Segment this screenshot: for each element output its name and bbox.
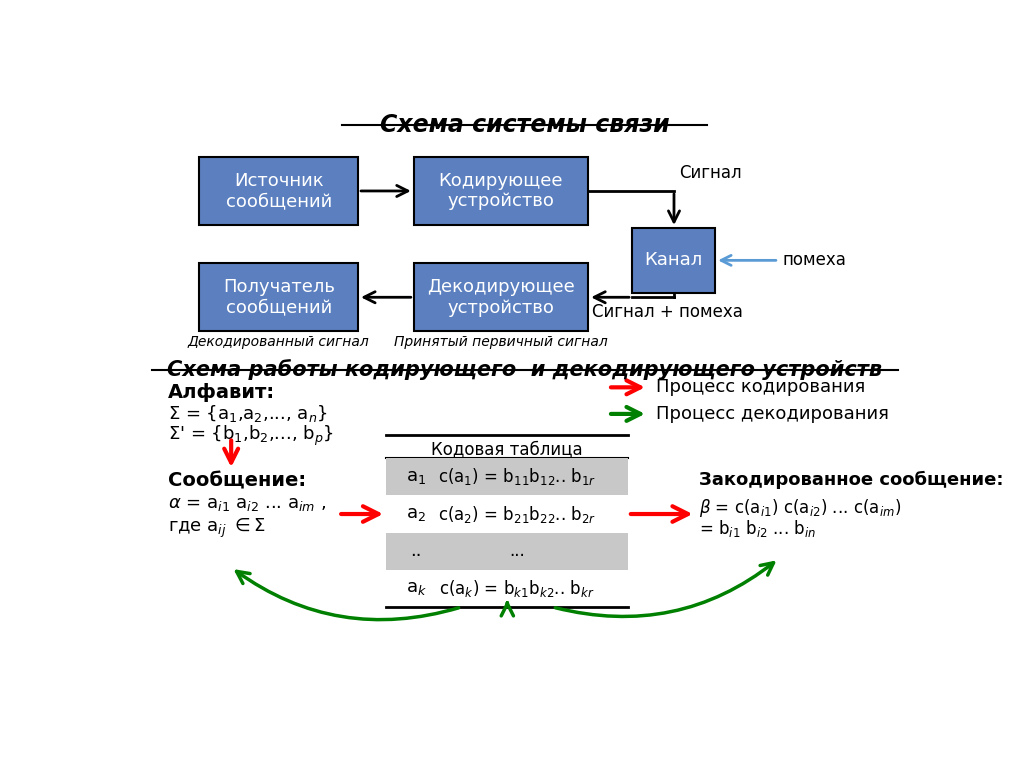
Text: ..: .. <box>411 542 422 560</box>
FancyArrowPatch shape <box>501 603 513 616</box>
Text: Процесс декодирования: Процесс декодирования <box>655 405 889 423</box>
Text: Схема системы связи: Схема системы связи <box>380 113 670 137</box>
Text: Декодированный сигнал: Декодированный сигнал <box>188 335 370 349</box>
Text: $\alpha$ = a$_{i1}$ a$_{i2}$ ... a$_{im}$ ,: $\alpha$ = a$_{i1}$ a$_{i2}$ ... a$_{im}… <box>168 495 326 513</box>
Text: = b$_{i1}$ b$_{i2}$ ... b$_{in}$: = b$_{i1}$ b$_{i2}$ ... b$_{in}$ <box>699 518 816 539</box>
Text: Кодирующее
устройство: Кодирующее устройство <box>438 172 563 210</box>
Text: Процесс кодирования: Процесс кодирования <box>655 378 865 397</box>
Text: Закодированное сообщение:: Закодированное сообщение: <box>699 471 1004 489</box>
Text: c(a$_2$) = b$_{21}$b$_{22}$.. b$_{2r}$: c(a$_2$) = b$_{21}$b$_{22}$.. b$_{2r}$ <box>437 503 596 525</box>
Text: a$_k$: a$_k$ <box>406 579 427 597</box>
Text: c(a$_1$) = b$_{11}$b$_{12}$.. b$_{1r}$: c(a$_1$) = b$_{11}$b$_{12}$.. b$_{1r}$ <box>437 466 596 487</box>
Text: Сигнал + помеха: Сигнал + помеха <box>592 304 743 321</box>
Text: Сигнал: Сигнал <box>680 164 742 182</box>
Text: $\Sigma$ = {a$_1$,a$_2$,..., a$_n$}: $\Sigma$ = {a$_1$,a$_2$,..., a$_n$} <box>168 403 328 424</box>
Text: a$_1$: a$_1$ <box>407 468 426 486</box>
Text: Кодовая таблица: Кодовая таблица <box>431 440 583 459</box>
FancyBboxPatch shape <box>386 532 628 570</box>
FancyBboxPatch shape <box>200 263 358 331</box>
Text: Канал: Канал <box>644 252 702 269</box>
Text: Источник
сообщений: Источник сообщений <box>225 172 332 210</box>
Text: ...: ... <box>509 542 524 560</box>
Text: $\beta$ = c(a$_{i1}$) c(a$_{i2}$) ... c(a$_{im}$): $\beta$ = c(a$_{i1}$) c(a$_{i2}$) ... c(… <box>699 496 901 518</box>
Text: где a$_{ij}$ $\in\Sigma$: где a$_{ij}$ $\in\Sigma$ <box>168 517 266 541</box>
FancyBboxPatch shape <box>632 228 715 293</box>
FancyBboxPatch shape <box>386 495 628 532</box>
FancyBboxPatch shape <box>414 157 588 225</box>
FancyArrowPatch shape <box>555 563 773 617</box>
FancyBboxPatch shape <box>386 570 628 607</box>
Text: Принятый первичный сигнал: Принятый первичный сигнал <box>394 335 608 349</box>
Text: c(a$_k$) = b$_{k1}$b$_{k2}$.. b$_{kr}$: c(a$_k$) = b$_{k1}$b$_{k2}$.. b$_{kr}$ <box>439 578 595 599</box>
Text: Получатель
сообщений: Получатель сообщений <box>223 278 335 317</box>
FancyBboxPatch shape <box>200 157 358 225</box>
Text: Алфавит:: Алфавит: <box>168 383 274 402</box>
Text: Сообщение:: Сообщение: <box>168 471 306 490</box>
Text: a$_2$: a$_2$ <box>407 505 426 523</box>
FancyBboxPatch shape <box>414 263 588 331</box>
FancyBboxPatch shape <box>386 458 628 495</box>
FancyArrowPatch shape <box>237 571 459 620</box>
Text: помеха: помеха <box>782 252 847 269</box>
Text: Декодирующее
устройство: Декодирующее устройство <box>427 278 574 317</box>
Text: Схема работы кодирующего  и декодирующего устройств: Схема работы кодирующего и декодирующего… <box>167 359 883 380</box>
Text: $\Sigma$' = {b$_1$,b$_2$,..., b$_p$}: $\Sigma$' = {b$_1$,b$_2$,..., b$_p$} <box>168 424 334 448</box>
